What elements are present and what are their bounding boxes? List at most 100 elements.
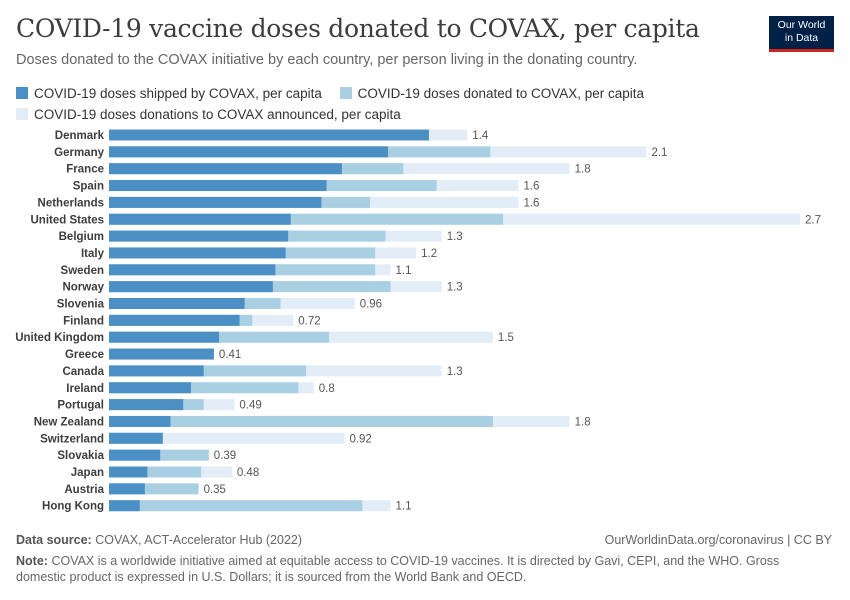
bar-shipped-finland[interactable] [109, 314, 240, 326]
owid-logo[interactable]: Our World in Data [769, 16, 834, 52]
bar-shipped-ireland[interactable] [109, 382, 191, 394]
bar-shipped-france[interactable] [109, 163, 342, 175]
legend-item-announced[interactable]: COVID-19 doses donations to COVAX announ… [16, 104, 401, 124]
chart-subtitle: Doses donated to the COVAX initiative by… [16, 52, 638, 68]
value-label-switzerland: 0.92 [349, 433, 371, 445]
bar-group-italy[interactable]: Italy 1.2 [81, 247, 437, 260]
note-label: Note: [16, 554, 48, 568]
legend-label-announced: COVID-19 doses donations to COVAX announ… [34, 106, 401, 122]
category-label-finland: Finland [63, 315, 104, 327]
category-label-belgium: Belgium [59, 231, 104, 243]
bar-donated-united-states[interactable] [109, 213, 504, 225]
bar-donated-hong-kong[interactable] [109, 500, 363, 512]
category-label-ireland: Ireland [66, 383, 104, 395]
category-label-germany: Germany [54, 147, 104, 159]
bar-shipped-austria[interactable] [109, 483, 145, 495]
bar-shipped-belgium[interactable] [109, 230, 289, 242]
bar-donated-new-zealand[interactable] [109, 415, 493, 427]
bar-shipped-new-zealand[interactable] [109, 415, 171, 427]
value-label-portugal: 0.49 [239, 400, 261, 412]
legend-item-shipped[interactable]: COVID-19 doses shipped by COVAX, per cap… [16, 83, 322, 103]
bar-group-norway[interactable]: Norway 1.3 [62, 281, 463, 294]
bar-shipped-spain[interactable] [109, 180, 327, 192]
bar-announced-switzerland[interactable] [109, 432, 345, 444]
source-label: Data source: [16, 533, 92, 547]
bar-shipped-portugal[interactable] [109, 399, 184, 411]
value-label-finland: 0.72 [298, 315, 320, 327]
category-label-greece: Greece [65, 349, 104, 361]
bar-shipped-sweden[interactable] [109, 264, 276, 276]
bar-shipped-greece[interactable] [109, 348, 214, 360]
bar-donated-japan[interactable] [109, 466, 202, 478]
category-label-united-kingdom: United Kingdom [15, 332, 104, 344]
bar-shipped-slovenia[interactable] [109, 298, 245, 309]
note-text: COVAX is a worldwide initiative aimed at… [16, 554, 780, 584]
value-label-norway: 1.3 [447, 282, 463, 294]
bar-group-ireland[interactable]: Ireland 0.8 [66, 382, 335, 395]
category-label-portugal: Portugal [57, 400, 104, 412]
bar-group-greece[interactable]: Greece 0.41 [65, 348, 241, 362]
bar-group-hong-kong[interactable]: Hong Kong 1.1 [42, 500, 412, 513]
category-label-canada: Canada [62, 366, 104, 378]
bar-group-spain[interactable]: Spain 1.6 [73, 180, 540, 193]
bar-group-denmark[interactable]: Denmark 1.4 [55, 129, 489, 143]
bar-group-germany[interactable]: Germany 2.1 [54, 146, 667, 159]
value-label-sweden: 1.1 [396, 265, 412, 277]
bar-group-france[interactable]: France 1.8 [66, 163, 591, 176]
value-label-new-zealand: 1.8 [575, 416, 591, 428]
bar-shipped-switzerland[interactable] [109, 432, 163, 444]
category-label-italy: Italy [81, 248, 105, 260]
value-label-slovakia: 0.39 [214, 450, 236, 462]
value-label-italy: 1.2 [421, 248, 437, 260]
category-label-spain: Spain [73, 181, 104, 193]
bar-shipped-hong-kong[interactable] [109, 500, 140, 512]
bar-group-united-states[interactable]: United States 2.7 [31, 213, 822, 227]
bar-group-portugal[interactable]: Portugal 0.49 [57, 399, 262, 412]
value-label-greece: 0.41 [219, 349, 241, 361]
bar-group-canada[interactable]: Canada 1.3 [62, 365, 463, 378]
bar-shipped-united-kingdom[interactable] [109, 331, 220, 343]
note: Note: COVAX is a worldwide initiative ai… [16, 553, 816, 585]
category-label-switzerland: Switzerland [40, 433, 104, 445]
bar-group-new-zealand[interactable]: New Zealand 1.8 [34, 415, 591, 429]
bar-donated-austria[interactable] [109, 483, 199, 495]
legend-label-donated: COVID-19 doses donated to COVAX, per cap… [357, 85, 645, 101]
source-text[interactable]: COVAX, ACT-Accelerator Hub (2022) [95, 533, 303, 547]
category-label-slovakia: Slovakia [57, 450, 104, 462]
bar-shipped-germany[interactable] [109, 146, 388, 158]
category-label-france: France [66, 164, 104, 176]
bar-shipped-netherlands[interactable] [109, 196, 322, 208]
bar-group-belgium[interactable]: Belgium 1.3 [59, 230, 463, 244]
category-label-austria: Austria [64, 484, 104, 496]
value-label-austria: 0.35 [204, 484, 226, 496]
value-label-netherlands: 1.6 [523, 197, 539, 209]
bar-group-japan[interactable]: Japan 0.48 [71, 466, 259, 480]
category-label-japan: Japan [71, 467, 104, 479]
bar-shipped-norway[interactable] [109, 281, 273, 293]
bar-donated-canada[interactable] [109, 365, 307, 377]
bar-group-austria[interactable]: Austria 0.35 [64, 483, 226, 496]
bar-group-switzerland[interactable]: Switzerland 0.92 [40, 432, 372, 446]
bar-shipped-denmark[interactable] [109, 129, 429, 141]
bar-shipped-slovakia[interactable] [109, 449, 161, 461]
bar-group-sweden[interactable]: Sweden 1.1 [61, 264, 412, 277]
bar-group-slovakia[interactable]: Slovakia 0.39 [57, 449, 236, 463]
footer-link[interactable]: OurWorldinData.org/coronavirus | CC BY [604, 533, 832, 547]
bar-group-slovenia[interactable]: Slovenia 0.96 [57, 298, 382, 311]
legend-label-shipped: COVID-19 doses shipped by COVAX, per cap… [34, 85, 322, 101]
bar-shipped-canada[interactable] [109, 365, 204, 377]
bar-group-united-kingdom[interactable]: United Kingdom 1.5 [15, 331, 514, 345]
bar-shipped-italy[interactable] [109, 247, 286, 259]
bar-shipped-japan[interactable] [109, 466, 148, 478]
category-label-denmark: Denmark [55, 130, 105, 142]
category-label-norway: Norway [62, 282, 104, 294]
bar-shipped-united-states[interactable] [109, 213, 291, 225]
legend-item-donated[interactable]: COVID-19 doses donated to COVAX, per cap… [339, 83, 645, 103]
legend: COVID-19 doses shipped by COVAX, per cap… [16, 83, 736, 125]
legend-swatch-donated [339, 87, 352, 99]
value-label-canada: 1.3 [447, 366, 463, 378]
bar-group-netherlands[interactable]: Netherlands 1.6 [38, 196, 540, 210]
bar-donated-ireland[interactable] [109, 382, 299, 394]
legend-swatch-shipped [16, 87, 28, 99]
bar-group-finland[interactable]: Finland 0.72 [63, 314, 321, 328]
